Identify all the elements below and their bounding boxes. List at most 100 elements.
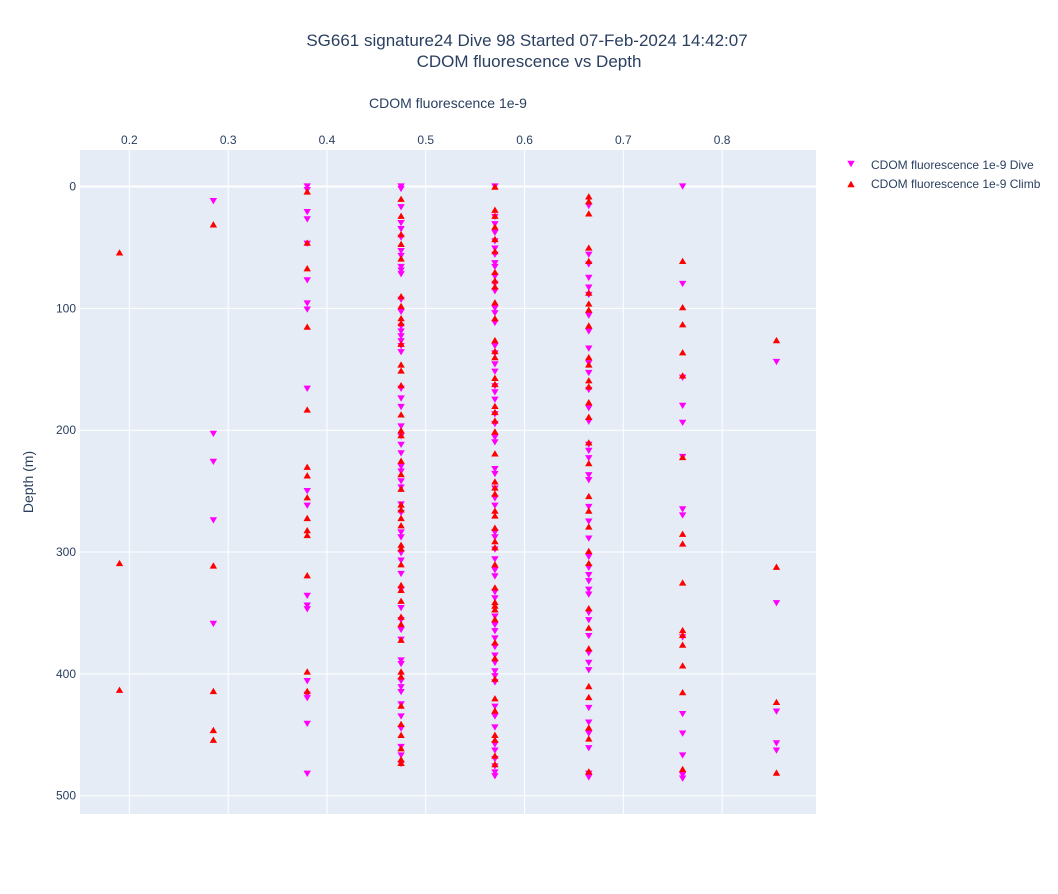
- legend-item-climb[interactable]: CDOM fluorescence 1e-9 Climb: [847, 177, 1041, 191]
- legend[interactable]: CDOM fluorescence 1e-9 Dive CDOM fluores…: [847, 158, 1041, 191]
- climb-point: [491, 561, 499, 568]
- dive-point: [303, 695, 311, 702]
- climb-point: [678, 641, 687, 648]
- dive-point: [585, 553, 593, 561]
- climb-point: [397, 702, 405, 709]
- climb-point: [678, 631, 687, 639]
- climb-point: [303, 514, 311, 522]
- dive-point: [491, 396, 499, 403]
- climb-point: [585, 383, 593, 390]
- dive-point: [585, 251, 593, 258]
- climb-point: [585, 724, 593, 731]
- climb-point: [397, 759, 405, 766]
- dive-point: [585, 472, 593, 479]
- dive-point: [397, 263, 405, 271]
- dive-point: [303, 183, 311, 190]
- climb-point: [491, 695, 499, 702]
- climb-point: [397, 720, 405, 727]
- dive-point: [678, 506, 687, 513]
- dive-point: [491, 434, 499, 441]
- climb-point: [491, 183, 499, 190]
- dive-point: [772, 358, 781, 366]
- climb-point: [491, 212, 499, 219]
- climb-point: [772, 698, 781, 706]
- dive-point: [491, 466, 499, 473]
- climb-point: [491, 417, 499, 424]
- dive-point: [303, 592, 311, 600]
- climb-point: [585, 289, 593, 296]
- climb-point: [115, 249, 124, 256]
- legend-dive-marker: [847, 160, 855, 168]
- climb-point: [397, 506, 405, 513]
- dive-point: [678, 280, 687, 288]
- climb-point: [397, 319, 405, 327]
- dive-point: [678, 402, 687, 409]
- y-tick-label: 300: [56, 545, 76, 559]
- climb-point: [397, 381, 405, 389]
- dive-point: [491, 573, 499, 580]
- climb-point: [115, 686, 124, 693]
- dive-point: [209, 458, 218, 466]
- climb-point: [491, 347, 499, 355]
- dive-point: [491, 747, 499, 754]
- dive-point: [585, 369, 593, 377]
- dive-point: [585, 418, 593, 425]
- climb-point: [491, 374, 499, 381]
- climb-point: [397, 745, 405, 752]
- dive-point: [397, 423, 405, 430]
- climb-point: [585, 559, 593, 567]
- climb-point: [491, 615, 499, 623]
- climb-point: [585, 300, 593, 307]
- climb-point: [585, 507, 593, 514]
- climb-point: [491, 537, 499, 545]
- climb-point: [491, 654, 499, 662]
- dive-point: [585, 274, 593, 282]
- dive-point: [678, 512, 687, 519]
- dive-point: [585, 447, 593, 455]
- dive-point: [397, 219, 405, 227]
- dive-point: [303, 306, 311, 313]
- dive-point: [303, 502, 311, 509]
- dive-point: [397, 185, 405, 193]
- climb-point: [678, 321, 687, 328]
- dive-point: [491, 343, 499, 350]
- climb-point: [585, 413, 593, 420]
- climb-point: [209, 562, 218, 569]
- dive-point: [303, 678, 311, 685]
- climb-point: [491, 478, 499, 485]
- climb-point: [585, 361, 593, 368]
- climb-point: [491, 402, 499, 409]
- dive-point: [303, 216, 311, 223]
- dive-point: [585, 405, 593, 412]
- chart-subtitle: CDOM fluorescence vs Depth: [417, 52, 642, 71]
- climb-point: [397, 255, 405, 262]
- legend-item-dive[interactable]: CDOM fluorescence 1e-9 Dive: [847, 158, 1034, 172]
- climb-point: [397, 673, 405, 680]
- dive-point: [585, 477, 593, 484]
- dive-point: [585, 704, 593, 712]
- climb-point: [491, 353, 499, 361]
- dive-point: [585, 572, 593, 579]
- climb-point: [397, 586, 405, 593]
- climb-point: [491, 408, 499, 416]
- climb-point: [397, 314, 405, 322]
- climb-point: [678, 765, 687, 773]
- dive-point: [585, 578, 593, 585]
- dive-point: [397, 267, 405, 274]
- climb-point: [397, 561, 405, 568]
- dive-point: [491, 643, 499, 651]
- climb-point: [585, 645, 593, 652]
- dive-point: [397, 395, 405, 402]
- dive-point: [678, 771, 687, 779]
- climb-point: [491, 598, 499, 606]
- climb-point: [303, 265, 311, 272]
- dive-point: [491, 724, 499, 731]
- climb-point: [491, 602, 499, 609]
- dive-point: [397, 441, 405, 448]
- x-tick-label: 0.8: [714, 133, 731, 147]
- dive-point: [585, 659, 593, 667]
- dive-point: [585, 650, 593, 657]
- climb-point: [491, 752, 499, 759]
- dive-point: [303, 277, 311, 284]
